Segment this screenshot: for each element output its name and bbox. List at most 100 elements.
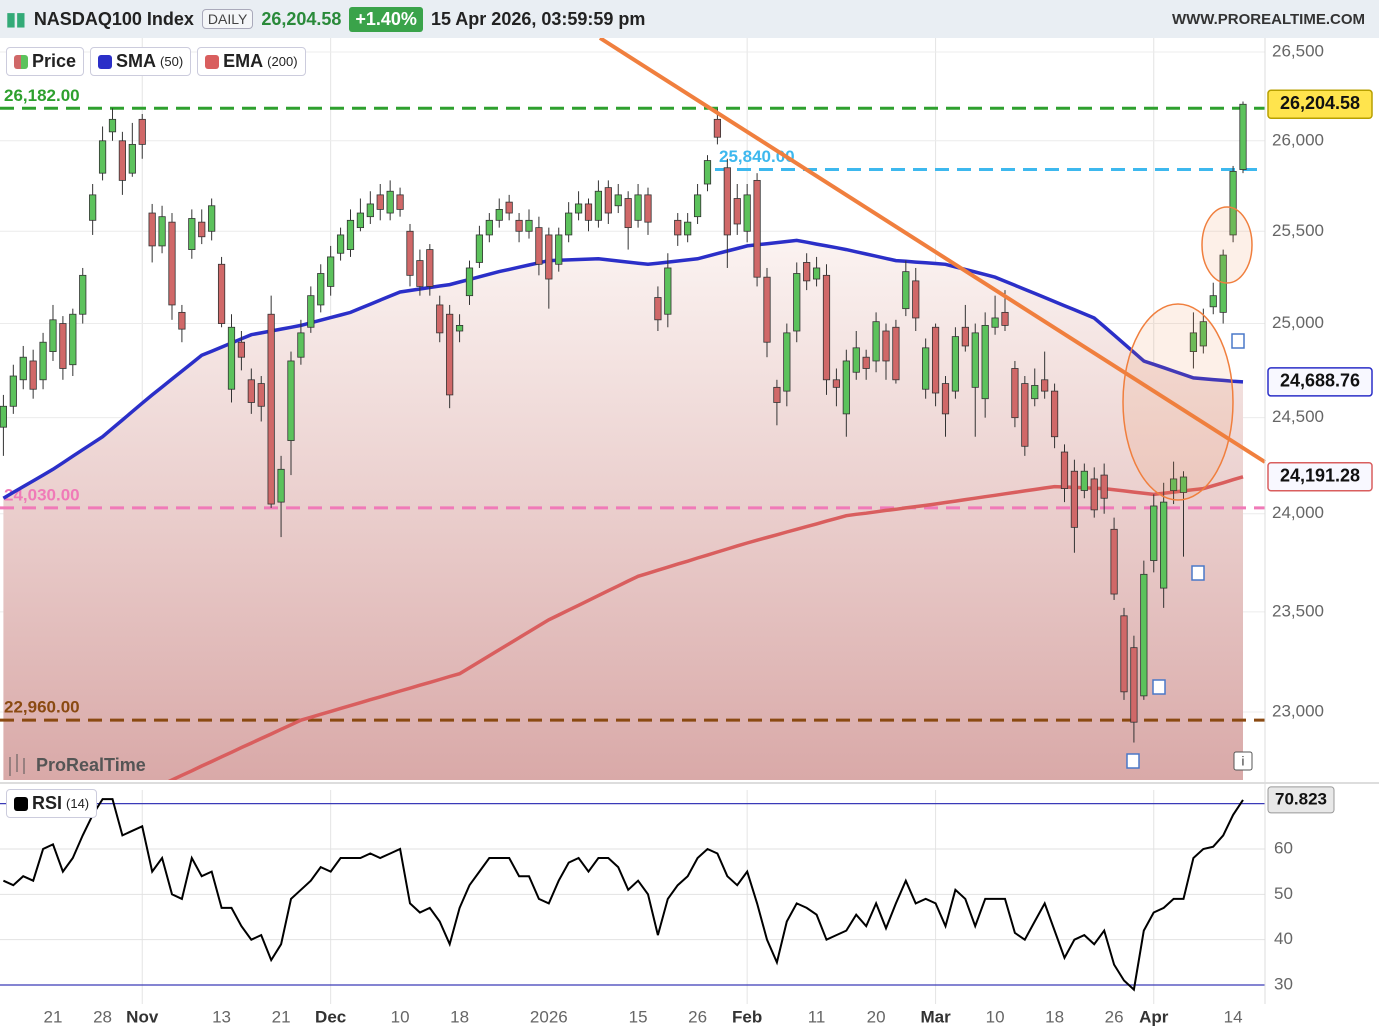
legend-swatch <box>14 54 28 69</box>
candle-body <box>991 317 999 328</box>
candle-body <box>287 360 295 441</box>
candle-body <box>39 341 47 381</box>
x-tick-label: 20 <box>867 1007 886 1026</box>
candle-body <box>773 386 781 403</box>
candle-body <box>19 356 27 381</box>
info-icon: i <box>1242 753 1245 768</box>
candle-body <box>406 230 414 276</box>
candle-body <box>128 143 136 174</box>
watermark-icon <box>9 754 25 776</box>
x-tick-label: 18 <box>450 1007 469 1026</box>
legend-item[interactable]: EMA (200) <box>197 47 306 76</box>
note-icon <box>1191 565 1205 581</box>
note-icon <box>1152 679 1166 695</box>
note-icons <box>1126 333 1245 769</box>
candle-body <box>634 194 642 221</box>
candle-body <box>971 332 979 388</box>
candle-body <box>455 325 464 332</box>
candle-body <box>98 140 107 174</box>
candle-body <box>0 405 7 428</box>
candle-body <box>594 190 603 221</box>
candle-body <box>1080 470 1088 491</box>
header: ▮▮ NASDAQ100 Index DAILY 26,204.58 +1.40… <box>0 0 1379 38</box>
candle-body <box>912 280 920 319</box>
legend-swatch <box>205 54 220 69</box>
candle-body <box>59 323 67 369</box>
candle-body <box>108 118 117 133</box>
candle-body <box>703 160 712 185</box>
rsi-tick-label: 30 <box>1274 975 1293 994</box>
highlight-ellipse <box>1122 303 1234 501</box>
candle-body <box>941 383 950 415</box>
candle-body <box>624 198 632 229</box>
candle-body <box>1239 103 1247 170</box>
candle-body <box>148 212 156 247</box>
ma-tag-bg <box>1267 462 1373 492</box>
candle-body <box>951 336 960 392</box>
x-tick-label: 26 <box>688 1007 707 1026</box>
candle-body <box>584 203 593 221</box>
x-tick-label: 28 <box>93 1007 112 1026</box>
candle-body <box>178 311 186 330</box>
legend-swatch <box>98 54 113 69</box>
candle-body <box>386 190 394 214</box>
interval[interactable]: DAILY <box>201 9 254 29</box>
candle-body <box>485 219 493 236</box>
rsi-pane <box>0 790 1265 1004</box>
candle-body <box>684 221 692 236</box>
candle-body <box>664 267 672 315</box>
legend: Price SMA (50) EMA (200) <box>6 47 306 76</box>
candle-body <box>1209 295 1217 308</box>
candle-body <box>1050 390 1059 438</box>
candle-body <box>614 194 622 207</box>
candle-body <box>812 267 821 280</box>
candle-body <box>1120 615 1128 693</box>
candle-body <box>1090 478 1098 511</box>
candle-body <box>208 205 216 232</box>
candle-body <box>892 326 900 381</box>
legend-item[interactable]: Price <box>6 47 85 76</box>
legend-item[interactable]: SMA (50) <box>90 47 192 76</box>
last-price: 26,204.58 <box>261 8 342 29</box>
y-tick-label: 25,000 <box>1272 313 1324 332</box>
y-tick-label: 26,500 <box>1272 42 1324 61</box>
rsi-tick-label: 50 <box>1274 884 1293 903</box>
x-tick-label: 13 <box>212 1007 231 1026</box>
rsi-legend[interactable]: RSI (14) <box>6 789 98 818</box>
candle-body <box>1031 385 1039 400</box>
candle-body <box>525 219 533 232</box>
note-icon <box>1126 753 1140 769</box>
candle-body <box>317 273 325 306</box>
site: WWW.PROREALTIME.COM <box>1171 10 1365 28</box>
candle-body <box>545 234 553 280</box>
candle-body <box>79 274 87 315</box>
candle-body <box>89 194 97 221</box>
y-tick-label: 25,500 <box>1272 221 1324 240</box>
candle-body <box>1169 478 1178 491</box>
ma-tag: 24,688.76 <box>1280 371 1360 391</box>
candle-body <box>227 326 236 390</box>
candle-body <box>713 118 722 138</box>
legend-params: (50) <box>160 54 184 69</box>
candle-body <box>842 360 850 415</box>
watermark: ProRealTime <box>36 755 146 775</box>
legend-swatch <box>14 796 28 811</box>
info-button[interactable] <box>1233 751 1253 771</box>
candle-body <box>1150 505 1158 561</box>
ma-line <box>167 475 1244 780</box>
candle-body <box>832 379 841 388</box>
legend-label: Price <box>32 51 77 71</box>
candle-body <box>376 194 384 210</box>
candle-body <box>307 295 315 328</box>
candle-body <box>674 219 682 236</box>
legend-label: SMA <box>116 51 157 71</box>
candle-body <box>1140 573 1148 697</box>
rsi-tag: 70.823 <box>1275 789 1327 808</box>
candle-body <box>366 203 374 218</box>
candle-body <box>336 234 345 254</box>
candle-body <box>852 347 860 373</box>
candle-body <box>961 326 969 347</box>
drawings: i ProRealTime <box>9 36 1267 776</box>
candle-body <box>327 256 335 287</box>
